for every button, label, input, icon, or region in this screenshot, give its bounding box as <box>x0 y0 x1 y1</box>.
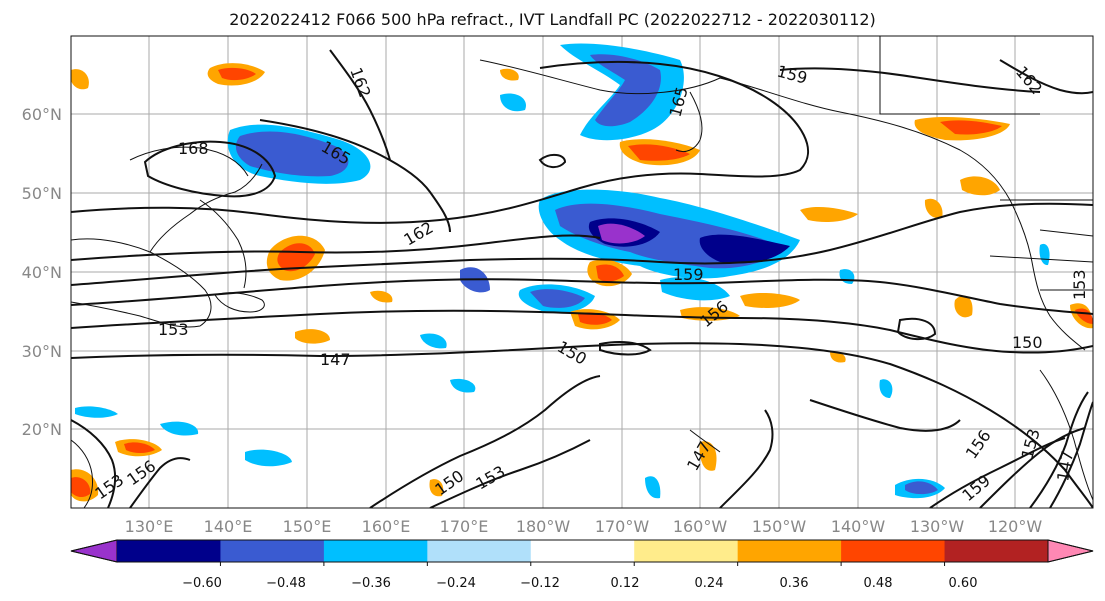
lat-label: 40°N <box>22 263 62 282</box>
contour-label: 159 <box>673 265 704 284</box>
latitude-labels: 60°N 50°N 40°N 30°N 20°N <box>22 105 62 439</box>
colorbar-tick-label: −0.36 <box>351 576 391 591</box>
map-title: 2022022412 F066 500 hPa refract., IVT La… <box>229 10 876 29</box>
lat-label: 30°N <box>22 342 62 361</box>
lon-label: 150°E <box>283 517 332 536</box>
colorbar-tick-label: −0.60 <box>182 576 222 591</box>
contour-label: 168 <box>178 139 209 158</box>
lat-label: 60°N <box>22 105 62 124</box>
colorbar-segment <box>530 540 635 562</box>
colorbar-extend-low <box>70 539 118 563</box>
colorbar-tick-label: 0.36 <box>780 576 809 591</box>
lon-label: 160°W <box>673 517 728 536</box>
colorbar-tick-label: −0.12 <box>520 576 560 591</box>
contour-labels: 162 159 165 162 165 168 162 159 156 153 … <box>91 62 1089 506</box>
lon-label: 150°W <box>752 517 807 536</box>
colorbar-tick-label: 0.48 <box>864 576 893 591</box>
coastlines <box>71 36 1093 508</box>
contour-label: 147 <box>320 350 351 369</box>
longitude-labels: 130°E 140°E 150°E 160°E 170°E 180°W 170°… <box>125 517 1043 536</box>
colorbar-tick-label: −0.24 <box>436 576 476 591</box>
lon-label: 120°W <box>988 517 1043 536</box>
colorbar-outline <box>70 539 1094 563</box>
colorbar-segment <box>117 540 221 562</box>
contour-label: 153 <box>158 320 189 339</box>
colorbar <box>70 539 1094 566</box>
colorbar-segment <box>427 540 532 562</box>
lon-label: 140°W <box>831 517 886 536</box>
contour-label: 150 <box>1012 333 1043 352</box>
height-contours <box>71 49 1093 508</box>
colorbar-segment <box>323 540 428 562</box>
lon-label: 180°W <box>516 517 571 536</box>
contour-label: 153 <box>1070 269 1089 300</box>
colorbar-tick-label: 0.24 <box>695 576 724 591</box>
lon-label: 140°E <box>204 517 253 536</box>
colorbar-segment <box>944 540 1049 562</box>
lon-label: 130°W <box>910 517 965 536</box>
lon-label: 130°E <box>125 517 174 536</box>
map-border <box>70 35 1094 509</box>
colorbar-tick-label: 0.60 <box>949 576 978 591</box>
colorbar-segment <box>634 540 739 562</box>
colorbar-segment <box>220 540 325 562</box>
colorbar-extend-high <box>1047 539 1094 563</box>
colorbar-tick-label: −0.48 <box>266 576 306 591</box>
colorbar-ticks: −0.60 −0.48 −0.36 −0.24 −0.12 0.12 0.24 … <box>182 576 977 591</box>
lon-label: 170°E <box>440 517 489 536</box>
lat-label: 50°N <box>22 184 62 203</box>
lat-label: 20°N <box>22 420 62 439</box>
lon-label: 160°E <box>362 517 411 536</box>
colorbar-segment <box>841 540 946 562</box>
colorbar-tick-label: 0.12 <box>611 576 640 591</box>
positive-shading <box>71 63 1093 502</box>
lon-label: 170°W <box>595 517 650 536</box>
colorbar-segment <box>737 540 842 562</box>
